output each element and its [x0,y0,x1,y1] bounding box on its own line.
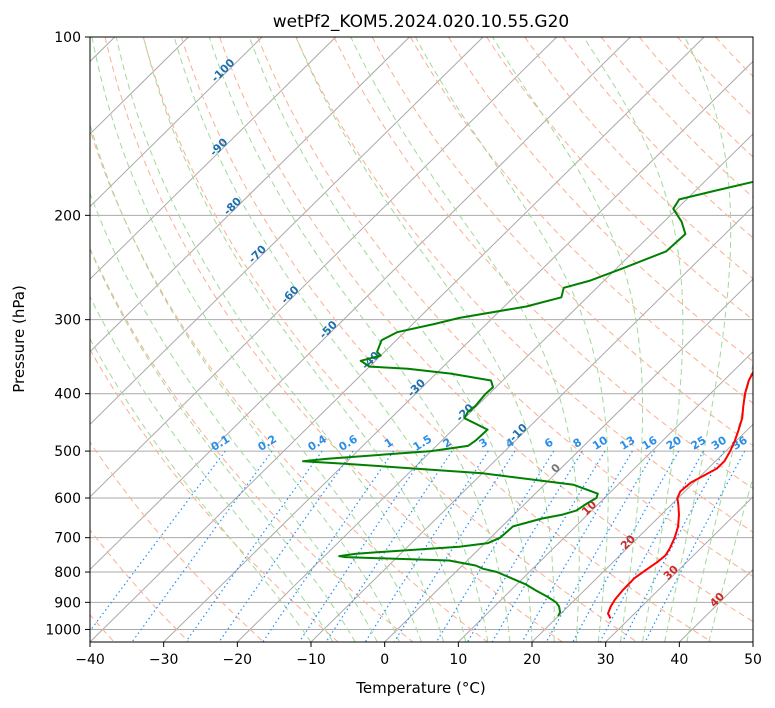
isotherm-line [605,496,753,642]
y-tick-label: 100 [54,30,81,46]
dewpoint-line [302,180,753,617]
moist-adiabat-line [350,37,580,642]
mixing-ratio-line [521,450,633,642]
x-tick-label: 40 [670,652,688,668]
x-tick-label: −10 [296,652,326,668]
y-tick-label: 300 [54,313,81,329]
dry-adiabat-line [333,37,753,490]
y-tick-label: 500 [54,444,81,460]
y-axis-title: Pressure (hPa) [10,285,28,393]
mixing-ratio-lines [90,450,746,642]
x-tick-label: −30 [149,652,179,668]
dry-adiabat-line [371,37,753,447]
isotherm-line [163,60,753,642]
moist-adiabat-line [90,295,334,642]
isotherm-gridlines [90,37,753,642]
isotherm-line [531,423,753,642]
moist-adiabat-line [415,37,609,642]
moist-adiabat-line [90,337,312,642]
moist-adiabat-line [143,37,467,642]
isotherm-line [90,37,337,280]
isotherm-line [384,278,753,642]
moist-adiabat-line [208,37,511,642]
plot-clip-group: 0.1 0.2 0.4 0.6 1 1.5 2 3 4 6 8 10 13 16 20 25 30 36-100-… [90,37,753,642]
dry-adiabat-line [142,37,638,642]
x-axis-ticks: −40 −30 −20 −10 0 10 20 30 40 50 [75,642,762,668]
x-tick-label: 30 [597,652,615,668]
x-tick-label: 50 [744,652,762,668]
mixing-ratio-line [491,450,606,642]
dry-adiabat-line [180,37,712,642]
y-tick-label: 1000 [45,622,81,638]
mixing-ratio-line [185,450,323,642]
dry-adiabat-line [448,37,753,362]
y-tick-label: 900 [54,595,81,611]
dry-adiabat-line [257,37,753,578]
y-tick-label: 800 [54,565,81,581]
mixing-ratio-line [364,450,489,642]
mixing-ratio-line [572,450,680,642]
dry-adiabat-line [562,37,753,239]
plot-area [90,37,753,642]
dry-adiabat-line [219,37,753,623]
x-tick-label: −40 [75,652,105,668]
dry-adiabat-line [486,37,753,321]
isotherm-line [90,37,631,571]
x-tick-label: −20 [223,652,253,668]
isotherm-line [90,37,484,425]
dry-adiabat-line [90,247,414,642]
y-axis-ticks: 100 200 300 400 500 600 700 800 900 1000 [45,30,90,638]
moist-adiabat-line [708,475,753,642]
isotherm-line [236,133,753,642]
mixing-ratio-line [599,450,704,642]
mixing-ratio-line [90,450,226,632]
isotherm-line [90,37,705,642]
chart-title: wetPf2_KOM5.2024.020.10.55.G20 [273,12,569,32]
moist-adiabat-line [664,37,732,642]
x-tick-label: 20 [523,652,541,668]
moist-adiabat-line [248,37,533,642]
moist-adiabat-line [115,37,445,642]
x-axis-title: Temperature (°C) [355,679,485,697]
dry-adiabat-line [409,37,753,404]
dry-adiabat-line [104,37,563,642]
dry-adiabat-line [295,37,753,533]
x-tick-label: 0 [380,652,389,668]
dry-adiabats [90,37,753,642]
dry-adiabat-line [600,37,753,198]
moist-adiabats [90,37,753,642]
mixing-ratio-line [644,450,746,642]
isotherm-line [457,350,753,642]
plot-frame [89,36,754,643]
moist-adiabat-line [173,37,489,642]
isotherm-line [90,37,410,353]
moist-adiabat-line [90,248,356,642]
moist-adiabat-line [686,362,753,642]
moist-adiabat-line [90,122,400,642]
isotherm-line [90,37,263,208]
y-tick-label: 400 [54,387,81,403]
mixing-ratio-line [218,450,354,642]
moist-adiabat-line [91,37,422,642]
mixing-ratio-line [621,450,725,642]
temperature-line [607,370,753,619]
sounding-traces [302,180,753,619]
isotherm-line [90,37,558,498]
y-tick-label: 600 [54,491,81,507]
y-tick-label: 200 [54,208,81,224]
moist-adiabat-line [583,37,684,642]
mixing-ratio-line [545,450,656,642]
mixing-ratio-line [435,450,555,642]
x-tick-label: 10 [449,652,467,668]
y-tick-label: 700 [54,531,81,547]
moist-adiabat-line [492,37,644,642]
dry-adiabat-line [90,127,488,642]
